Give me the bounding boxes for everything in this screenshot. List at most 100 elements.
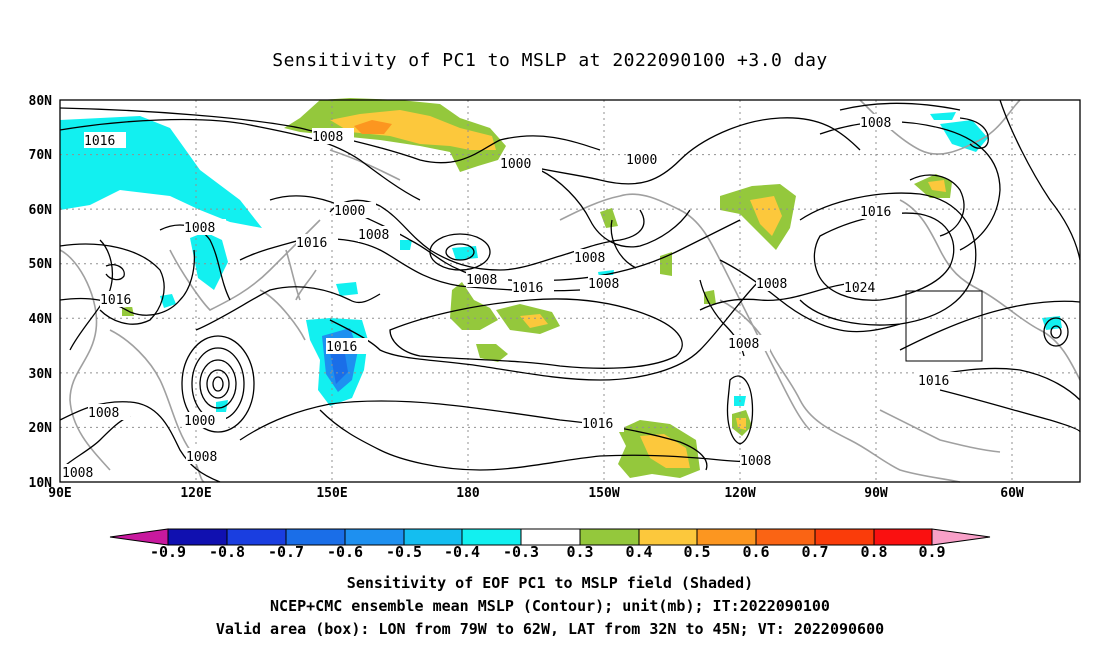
shade-cyan-w3 — [160, 294, 176, 308]
lon-label: 150E — [316, 486, 347, 501]
lat-label: 10N — [29, 476, 53, 491]
contour-3 — [499, 117, 861, 185]
colorbar-label: 0.6 — [742, 543, 769, 561]
contour-26 — [959, 117, 989, 149]
shade-yellow-ak — [750, 196, 782, 236]
contour-27 — [999, 99, 1081, 261]
colorbar-label: 0.9 — [918, 543, 945, 561]
contour-typhoon-3 — [199, 359, 237, 409]
contour-label: 1024 — [844, 281, 875, 296]
contour-label: 1016 — [512, 281, 543, 296]
contour-label: 1008 — [358, 228, 389, 243]
valid-area-box — [905, 290, 983, 362]
contour-label: 1016 — [100, 293, 131, 308]
lat-label: 70N — [29, 148, 53, 163]
contour-14 — [59, 415, 131, 471]
coast-japan — [285, 249, 317, 301]
contour-label: 1008 — [756, 277, 787, 292]
colorbar-label: 0.8 — [860, 543, 887, 561]
colorbar-label: -0.5 — [386, 543, 422, 561]
colorbar-label: -0.4 — [444, 543, 480, 561]
shade-green-c3 — [476, 344, 508, 362]
lon-label: 120W — [724, 486, 755, 501]
lon-label: 150W — [588, 486, 619, 501]
contour-8 — [59, 249, 196, 316]
shade-cyan-c — [216, 400, 228, 412]
map-plot-area: 1016 1008 1000 1000 1000 1008 1008 1016 … — [59, 98, 1081, 483]
colorbar-label: -0.8 — [209, 543, 245, 561]
contour-1 — [59, 118, 421, 201]
contour-6 — [539, 169, 691, 248]
contour-10 — [159, 224, 231, 301]
shade-cyan-smallA — [336, 282, 358, 296]
contour-18 — [319, 409, 781, 471]
shade-orange-n — [354, 120, 392, 134]
contour-label: 1008 — [574, 251, 605, 266]
contour-label: 1008 — [88, 406, 119, 421]
lat-axis-labels: 80N 70N 60N 50N 40N 30N 20N 10N — [29, 94, 53, 491]
coast-alaska — [559, 193, 811, 431]
contour-label: 1016 — [296, 236, 327, 251]
coast-asia — [59, 149, 401, 483]
contour-label: 1016 — [860, 205, 891, 220]
contour-label: 1000 — [500, 157, 531, 172]
lat-label: 30N — [29, 367, 53, 382]
contour-24 — [839, 102, 961, 111]
contour-label: 1008 — [186, 450, 217, 465]
colorbar-label: 0.7 — [801, 543, 828, 561]
contour-label: 1016 — [918, 374, 949, 389]
contour-34 — [105, 264, 125, 281]
contour-label: 1016 — [326, 340, 357, 355]
shade-blue-tw2 — [330, 348, 348, 384]
coast-carib — [879, 409, 1001, 453]
contour-typhoon-1 — [181, 335, 255, 433]
contour-label: 1000 — [334, 204, 365, 219]
contour-33 — [610, 219, 637, 269]
lon-label: 180 — [456, 486, 480, 501]
contour-15 — [329, 279, 761, 381]
lat-label: 20N — [29, 421, 53, 436]
contour-label: 1008 — [466, 273, 497, 288]
contour-5 — [329, 199, 645, 271]
colorbar-label: -0.3 — [503, 543, 539, 561]
coast-ne — [899, 199, 1081, 381]
lat-label: 40N — [29, 312, 53, 327]
colorbar: -0.9 -0.8 -0.7 -0.6 -0.5 -0.4 -0.3 0.3 0… — [109, 528, 991, 561]
contour-label: 1008 — [184, 221, 215, 236]
contour-typhoon-5 — [212, 376, 224, 392]
contour-7 — [59, 243, 165, 325]
contour-2 — [59, 107, 601, 164]
colorbar-high-cap — [931, 528, 991, 546]
lon-label: 90E — [48, 486, 71, 501]
colorbar-label: -0.9 — [150, 543, 186, 561]
contour-label: 1016 — [84, 134, 115, 149]
contour-label: 1008 — [62, 466, 93, 481]
colorbar-label: 0.4 — [625, 543, 652, 561]
colorbar-label: -0.7 — [268, 543, 304, 561]
coastlines — [59, 99, 1081, 483]
contour-28 — [899, 300, 1081, 351]
contour-11 — [239, 237, 581, 292]
colorbar-label: 0.3 — [566, 543, 593, 561]
colorbar-label: -0.6 — [327, 543, 363, 561]
lon-label: 120E — [180, 486, 211, 501]
contour-9 — [69, 239, 114, 351]
contour-atl-low-2 — [1050, 325, 1062, 339]
contour-label: 1008 — [312, 130, 343, 145]
lat-label: 50N — [29, 257, 53, 272]
contour-30 — [939, 389, 1081, 433]
shade-cyan-w2 — [190, 232, 228, 290]
contour-atl-low-1 — [1043, 317, 1069, 347]
shade-green-s3 — [600, 208, 618, 228]
contour-31 — [726, 375, 754, 445]
lat-label: 60N — [29, 203, 53, 218]
contour-20 — [719, 259, 901, 333]
contour-label: 1000 — [626, 153, 657, 168]
contour-25 — [909, 174, 965, 237]
shade-yellow-c2 — [520, 314, 548, 328]
colorbar-label: 0.5 — [683, 543, 710, 561]
contour-label: 1000 — [184, 414, 215, 429]
caption-line-3: Valid area (box): LON from 79W to 62W, L… — [215, 620, 885, 638]
shade-yellow-hi — [640, 434, 690, 468]
contour-label: 1008 — [588, 277, 619, 292]
